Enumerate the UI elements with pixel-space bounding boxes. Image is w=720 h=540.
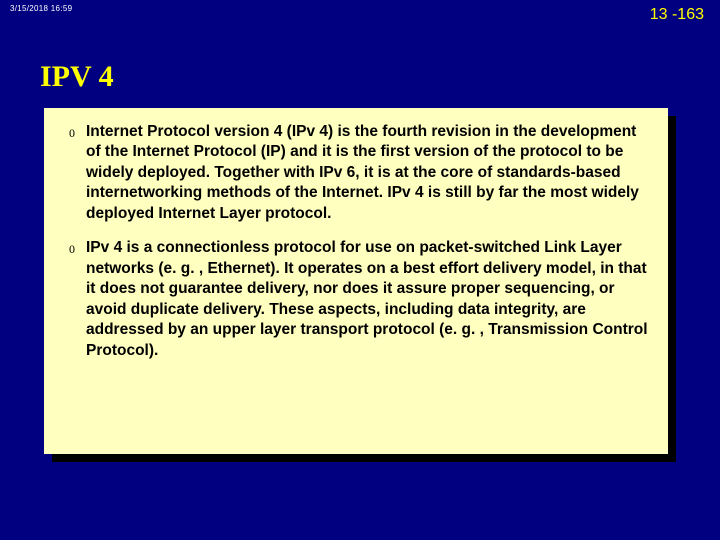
content-panel: 0 Internet Protocol version 4 (IPv 4) is…	[44, 108, 668, 454]
slide-title: IPV 4	[40, 60, 114, 94]
bullet-icon: 0	[58, 238, 86, 257]
bullet-icon: 0	[58, 122, 86, 141]
slide-timestamp: 3/15/2018 16:59	[10, 4, 72, 13]
list-item: 0 IPv 4 is a connectionless protocol for…	[58, 238, 648, 361]
list-item: 0 Internet Protocol version 4 (IPv 4) is…	[58, 122, 648, 224]
list-item-text: IPv 4 is a connectionless protocol for u…	[86, 238, 648, 361]
slide-header: 3/15/2018 16:59 13 -163	[0, 4, 720, 24]
slide-page-number: 13 -163	[650, 4, 710, 24]
list-item-text: Internet Protocol version 4 (IPv 4) is t…	[86, 122, 648, 224]
